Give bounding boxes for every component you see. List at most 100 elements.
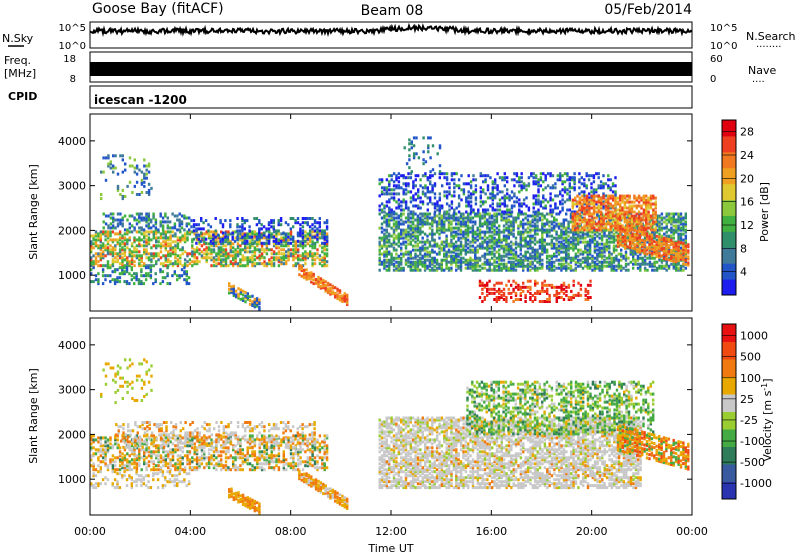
scatter-cell (538, 246, 542, 250)
scatter-cell (145, 264, 148, 268)
scatter-cell (390, 188, 393, 192)
scatter-cell (486, 184, 490, 188)
scatter-cell (581, 204, 584, 208)
scatter-cell (94, 252, 98, 256)
scatter-cell (114, 238, 117, 242)
scatter-cell (316, 227, 319, 231)
scatter-cell (311, 230, 314, 234)
scatter-cell (584, 248, 587, 252)
scatter-cell (407, 224, 410, 228)
scatter-cell (660, 212, 664, 216)
scatter-cell (99, 238, 102, 242)
scatter-cell (419, 184, 422, 188)
scatter-cell (395, 248, 398, 252)
scatter-cell (498, 230, 501, 234)
scatter-cell (179, 230, 182, 234)
scatter-cell (562, 256, 565, 260)
scatter-cell (258, 233, 261, 237)
scatter-cell (467, 174, 470, 178)
scatter-cell (553, 268, 556, 272)
scatter-cell (491, 194, 494, 198)
scatter-cell (569, 212, 573, 216)
scatter-cell (465, 204, 468, 208)
scatter-cell (94, 230, 98, 234)
scatter-cell (428, 212, 432, 216)
scatter-cell (583, 206, 586, 210)
scatter-cell (431, 260, 434, 264)
scatter-cell (588, 202, 591, 206)
noise-tick-right-bottom: 10^0 (710, 41, 737, 52)
scatter-cell (466, 262, 470, 266)
scatter-cell (210, 248, 213, 252)
scatter-cell (490, 214, 494, 218)
scatter-cell (239, 232, 242, 236)
scatter-cell (560, 264, 563, 268)
scatter-cell (571, 202, 574, 206)
scatter-cell (99, 236, 102, 240)
scatter-cell (311, 242, 314, 246)
scatter-cell (478, 232, 482, 236)
scatter-cell (455, 268, 458, 272)
scatter-cell (524, 256, 527, 260)
scatter-cell (572, 244, 575, 248)
scatter-cell (626, 200, 629, 204)
scatter-cell (123, 228, 127, 232)
scatter-cell (597, 198, 601, 202)
scatter-cell (579, 214, 582, 218)
scatter-cell (555, 248, 558, 252)
scatter-cell (143, 252, 146, 256)
scatter-cell (407, 230, 410, 234)
scatter-cell (612, 218, 616, 222)
scatter-cell (227, 256, 230, 260)
scatter-cell (590, 222, 593, 226)
scatter-cell (529, 240, 532, 244)
scatter-cell (474, 220, 477, 224)
scatter-cell (593, 230, 597, 234)
scatter-cell (285, 256, 288, 260)
scatter-cell (409, 228, 412, 232)
scatter-cell (630, 222, 634, 226)
scatter-cell (679, 268, 683, 272)
scatter-cell (397, 226, 400, 230)
scatter-cell (426, 240, 429, 244)
scatter-cell (462, 212, 465, 216)
scatter-cell (395, 256, 398, 260)
scatter-cell (157, 240, 160, 244)
scatter-cell (385, 188, 389, 192)
scatter-cell (380, 202, 384, 206)
scatter-cell (277, 223, 280, 227)
scatter-cell (407, 232, 410, 236)
scatter-cell (400, 214, 403, 218)
scatter-cell (390, 262, 393, 266)
scatter-cell (268, 258, 271, 262)
scatter-cell (598, 218, 601, 222)
scatter-cell (519, 264, 522, 268)
scatter-cell (450, 222, 453, 226)
scatter-cell (537, 202, 540, 206)
scatter-cell (476, 260, 479, 264)
scatter-cell (187, 282, 191, 286)
scatter-cell (181, 246, 184, 250)
scatter-cell (253, 236, 257, 240)
scatter-cell (574, 202, 577, 206)
scatter-cell (493, 240, 496, 244)
scatter-cell (236, 264, 240, 268)
scatter-cell (169, 262, 172, 266)
scatter-cell (421, 214, 424, 218)
scatter-cell (612, 260, 616, 264)
scatter-cell (183, 228, 186, 232)
scatter-cell (620, 268, 623, 272)
scatter-cell (121, 266, 124, 270)
scatter-cell (445, 236, 448, 240)
scatter-cell (270, 248, 273, 252)
scatter-cell (232, 258, 235, 262)
scatter-cell (104, 214, 108, 218)
scatter-cell (450, 194, 454, 198)
scatter-cell (555, 218, 558, 222)
scatter-cell (421, 264, 424, 268)
scatter-cell (407, 242, 410, 246)
scatter-cell (587, 200, 591, 204)
scatter-cell (150, 258, 153, 262)
scatter-cell (658, 266, 661, 270)
scatter-cell (145, 256, 148, 260)
